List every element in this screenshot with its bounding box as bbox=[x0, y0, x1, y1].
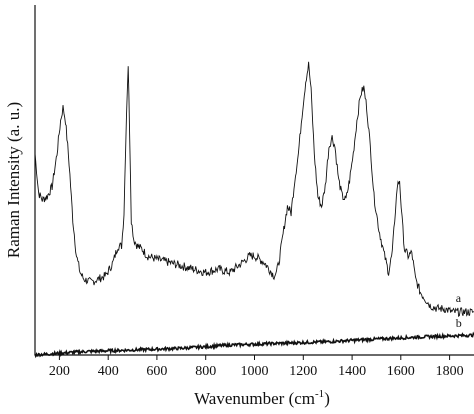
series-line-b bbox=[34, 331, 474, 359]
x-tick-label-1600: 1600 bbox=[387, 364, 415, 379]
x-tick-label-800: 800 bbox=[195, 364, 216, 379]
x-tick-label-400: 400 bbox=[98, 364, 119, 379]
x-tick-label-1000: 1000 bbox=[241, 364, 269, 379]
series-line-a bbox=[34, 61, 474, 318]
x-axis-title-main: Wavenumber (cm bbox=[194, 389, 315, 408]
x-axis-title-sup: -1 bbox=[315, 388, 324, 400]
x-tick-label-1400: 1400 bbox=[338, 364, 366, 379]
x-ticks: 200 400 600 800 1000 1200 1400 1600 1800 bbox=[49, 355, 464, 379]
series-labels: ab bbox=[456, 291, 462, 330]
x-tick-label-1200: 1200 bbox=[289, 364, 317, 379]
x-tick-label-600: 600 bbox=[146, 364, 167, 379]
x-axis-title-close: ) bbox=[324, 389, 330, 408]
x-tick-label-200: 200 bbox=[49, 364, 70, 379]
series-label-a: a bbox=[456, 291, 462, 305]
axes bbox=[34, 5, 474, 356]
series-layer bbox=[34, 61, 474, 359]
y-axis-title: Raman Intensity (a. u.) bbox=[4, 102, 23, 258]
x-tick-label-1800: 1800 bbox=[436, 364, 464, 379]
x-axis-title: Wavenumber (cm-1) bbox=[194, 388, 330, 408]
series-label-b: b bbox=[456, 316, 462, 330]
